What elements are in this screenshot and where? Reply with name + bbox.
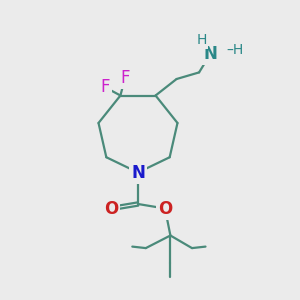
Text: –H: –H: [226, 43, 243, 57]
Text: F: F: [100, 78, 110, 96]
Text: O: O: [104, 200, 118, 217]
Text: H: H: [196, 33, 207, 47]
Text: O: O: [158, 200, 172, 217]
Text: N: N: [203, 45, 218, 63]
Text: F: F: [120, 69, 130, 87]
Text: N: N: [131, 164, 145, 181]
